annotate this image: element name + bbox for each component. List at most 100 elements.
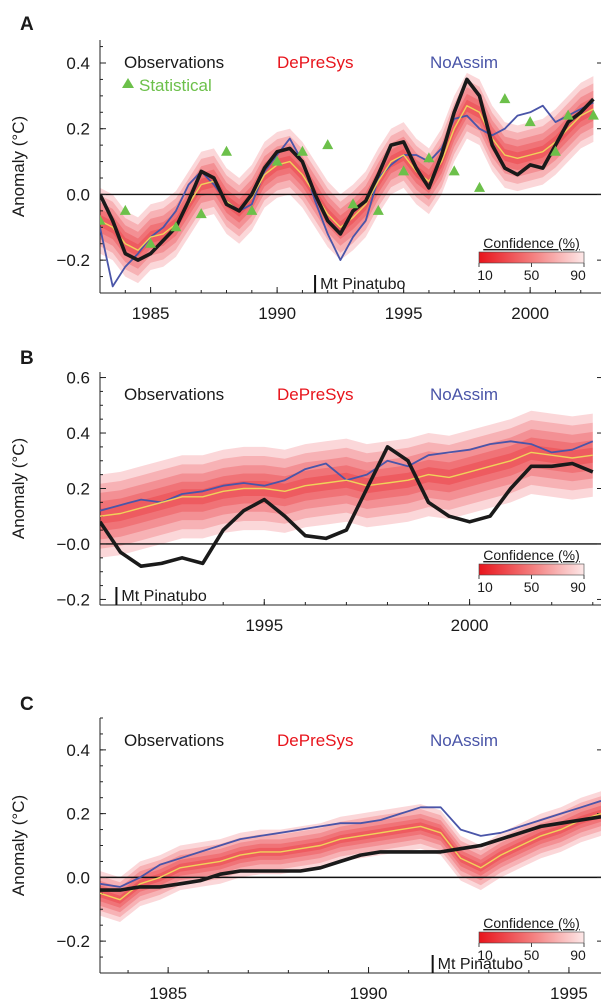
x-tick-label: 1990 [258, 304, 296, 323]
confidence-colorbar [478, 563, 585, 576]
series-lines [100, 440, 594, 568]
statistical-marker [372, 204, 384, 215]
confidence-band-layer [100, 429, 593, 540]
confidence-band-layer [100, 410, 593, 558]
legend-statistical-icon [122, 78, 134, 88]
confidence-tick-label: 90 [570, 947, 586, 963]
legend-observations: Observations [124, 385, 224, 404]
statistical-marker [271, 155, 283, 166]
confidence-tick-label: 90 [570, 267, 586, 283]
statistical-marker [347, 198, 359, 209]
y-tick-label: 0.0 [66, 185, 90, 204]
legend-depresys: DePreSys [277, 385, 354, 404]
statistical-marker [549, 145, 561, 156]
confidence-band-layer [100, 72, 594, 284]
noassim-line [100, 101, 594, 288]
statistical-marker [562, 109, 574, 120]
legend-statistical: Statistical [139, 76, 212, 95]
legend-observations: Observations [124, 731, 224, 750]
statistical-marker [448, 165, 460, 176]
confidence-title: Confidence (%) [483, 915, 580, 931]
y-tick-label: −0.2 [56, 590, 90, 609]
pinatubo-label: Mt Pinatubo [438, 956, 523, 973]
y-tick-label: 0.0 [66, 868, 90, 887]
x-tick-label: 1985 [149, 984, 187, 1003]
statistical-marker [145, 237, 157, 248]
confidence-colorbar [478, 251, 585, 264]
confidence-tick-label: 10 [477, 267, 493, 283]
x-tick-label: 2000 [451, 616, 489, 635]
confidence-band-layer [100, 445, 593, 524]
panel-a: A −0.2 0.0 0.2 0.4 1985 1990 1995 2000 Anomaly (°… [9, 14, 601, 323]
statistical-marker [195, 208, 207, 219]
noassim-line [100, 800, 601, 888]
y-tick-label: −0.2 [56, 251, 90, 270]
confidence-tick-label: 50 [524, 267, 540, 283]
statistical-marker [423, 152, 435, 163]
panel-label: B [20, 348, 34, 369]
observations-line [100, 815, 601, 892]
x-tick-label: 1995 [385, 304, 423, 323]
observations-line [100, 77, 595, 262]
statistical-marker [296, 145, 308, 156]
confidence-band-layer [100, 796, 601, 918]
y-axis-label: Anomaly (°C) [9, 116, 28, 217]
confidence-tick-label: 10 [477, 579, 493, 595]
statistical-marker [100, 214, 106, 225]
statistical-marker [499, 93, 511, 104]
confidence-tick-label: 50 [524, 579, 540, 595]
confidence-band-layer [100, 809, 601, 904]
y-axis-label: Anomaly (°C) [9, 438, 28, 539]
confidence-band-layer [100, 805, 601, 908]
x-tick-label: 1995 [550, 984, 588, 1003]
statistical-marker [221, 145, 233, 156]
series-lines [100, 800, 601, 901]
statistical-marker [246, 204, 258, 215]
confidence-band-layer [100, 80, 594, 276]
x-tick-label: 1990 [350, 984, 388, 1003]
statistical-marker [119, 204, 131, 215]
confidence-band [100, 72, 594, 284]
pinatubo-label: Mt Pinatubo [121, 588, 206, 605]
legend-noassim: NoAssim [430, 53, 498, 72]
statistical-marker [170, 221, 182, 232]
y-tick-label: 0.2 [66, 120, 90, 139]
observations-line [100, 445, 594, 568]
confidence-title: Confidence (%) [483, 547, 580, 563]
panel-c: C −0.2 0.0 0.2 0.4 1985 1990 1995 Anomaly (°C) Ob… [9, 694, 601, 1003]
confidence-band [100, 410, 593, 558]
depresys-line [100, 451, 593, 517]
confidence-band-layer [100, 420, 593, 549]
panel-label: A [20, 14, 34, 35]
series-lines [100, 77, 599, 288]
statistical-marker [322, 139, 334, 150]
y-tick-label: 0.4 [66, 54, 90, 73]
legend-depresys: DePreSys [277, 731, 354, 750]
x-tick-label: 1985 [132, 304, 170, 323]
legend-noassim: NoAssim [430, 385, 498, 404]
y-tick-label: 0.4 [66, 741, 90, 760]
confidence-tick-label: 90 [570, 579, 586, 595]
panel-b: B −0.2 −0.0 0.2 0.4 0.6 1995 2000 Anomaly (°C) Ob… [9, 348, 601, 635]
confidence-tick-label: 10 [477, 947, 493, 963]
confidence-colorbar [478, 931, 585, 944]
legend-depresys: DePreSys [277, 53, 354, 72]
confidence-tick-label: 50 [524, 947, 540, 963]
y-tick-label: 0.2 [66, 805, 90, 824]
legend-noassim: NoAssim [430, 731, 498, 750]
depresys-line [100, 812, 601, 901]
statistical-marker [524, 116, 536, 127]
y-tick-label: −0.0 [56, 535, 90, 554]
y-tick-label: 0.2 [66, 480, 90, 499]
panel-label: C [20, 694, 34, 715]
x-tick-label: 1995 [245, 616, 283, 635]
confidence-title: Confidence (%) [483, 235, 580, 251]
confidence-band-layer [100, 801, 601, 913]
legend-observations: Observations [124, 53, 224, 72]
y-tick-label: 0.4 [66, 424, 90, 443]
x-tick-label: 2000 [511, 304, 549, 323]
y-tick-label: 0.6 [66, 369, 90, 388]
pinatubo-label: Mt Pinatubo [320, 276, 405, 293]
y-tick-label: −0.2 [56, 932, 90, 951]
